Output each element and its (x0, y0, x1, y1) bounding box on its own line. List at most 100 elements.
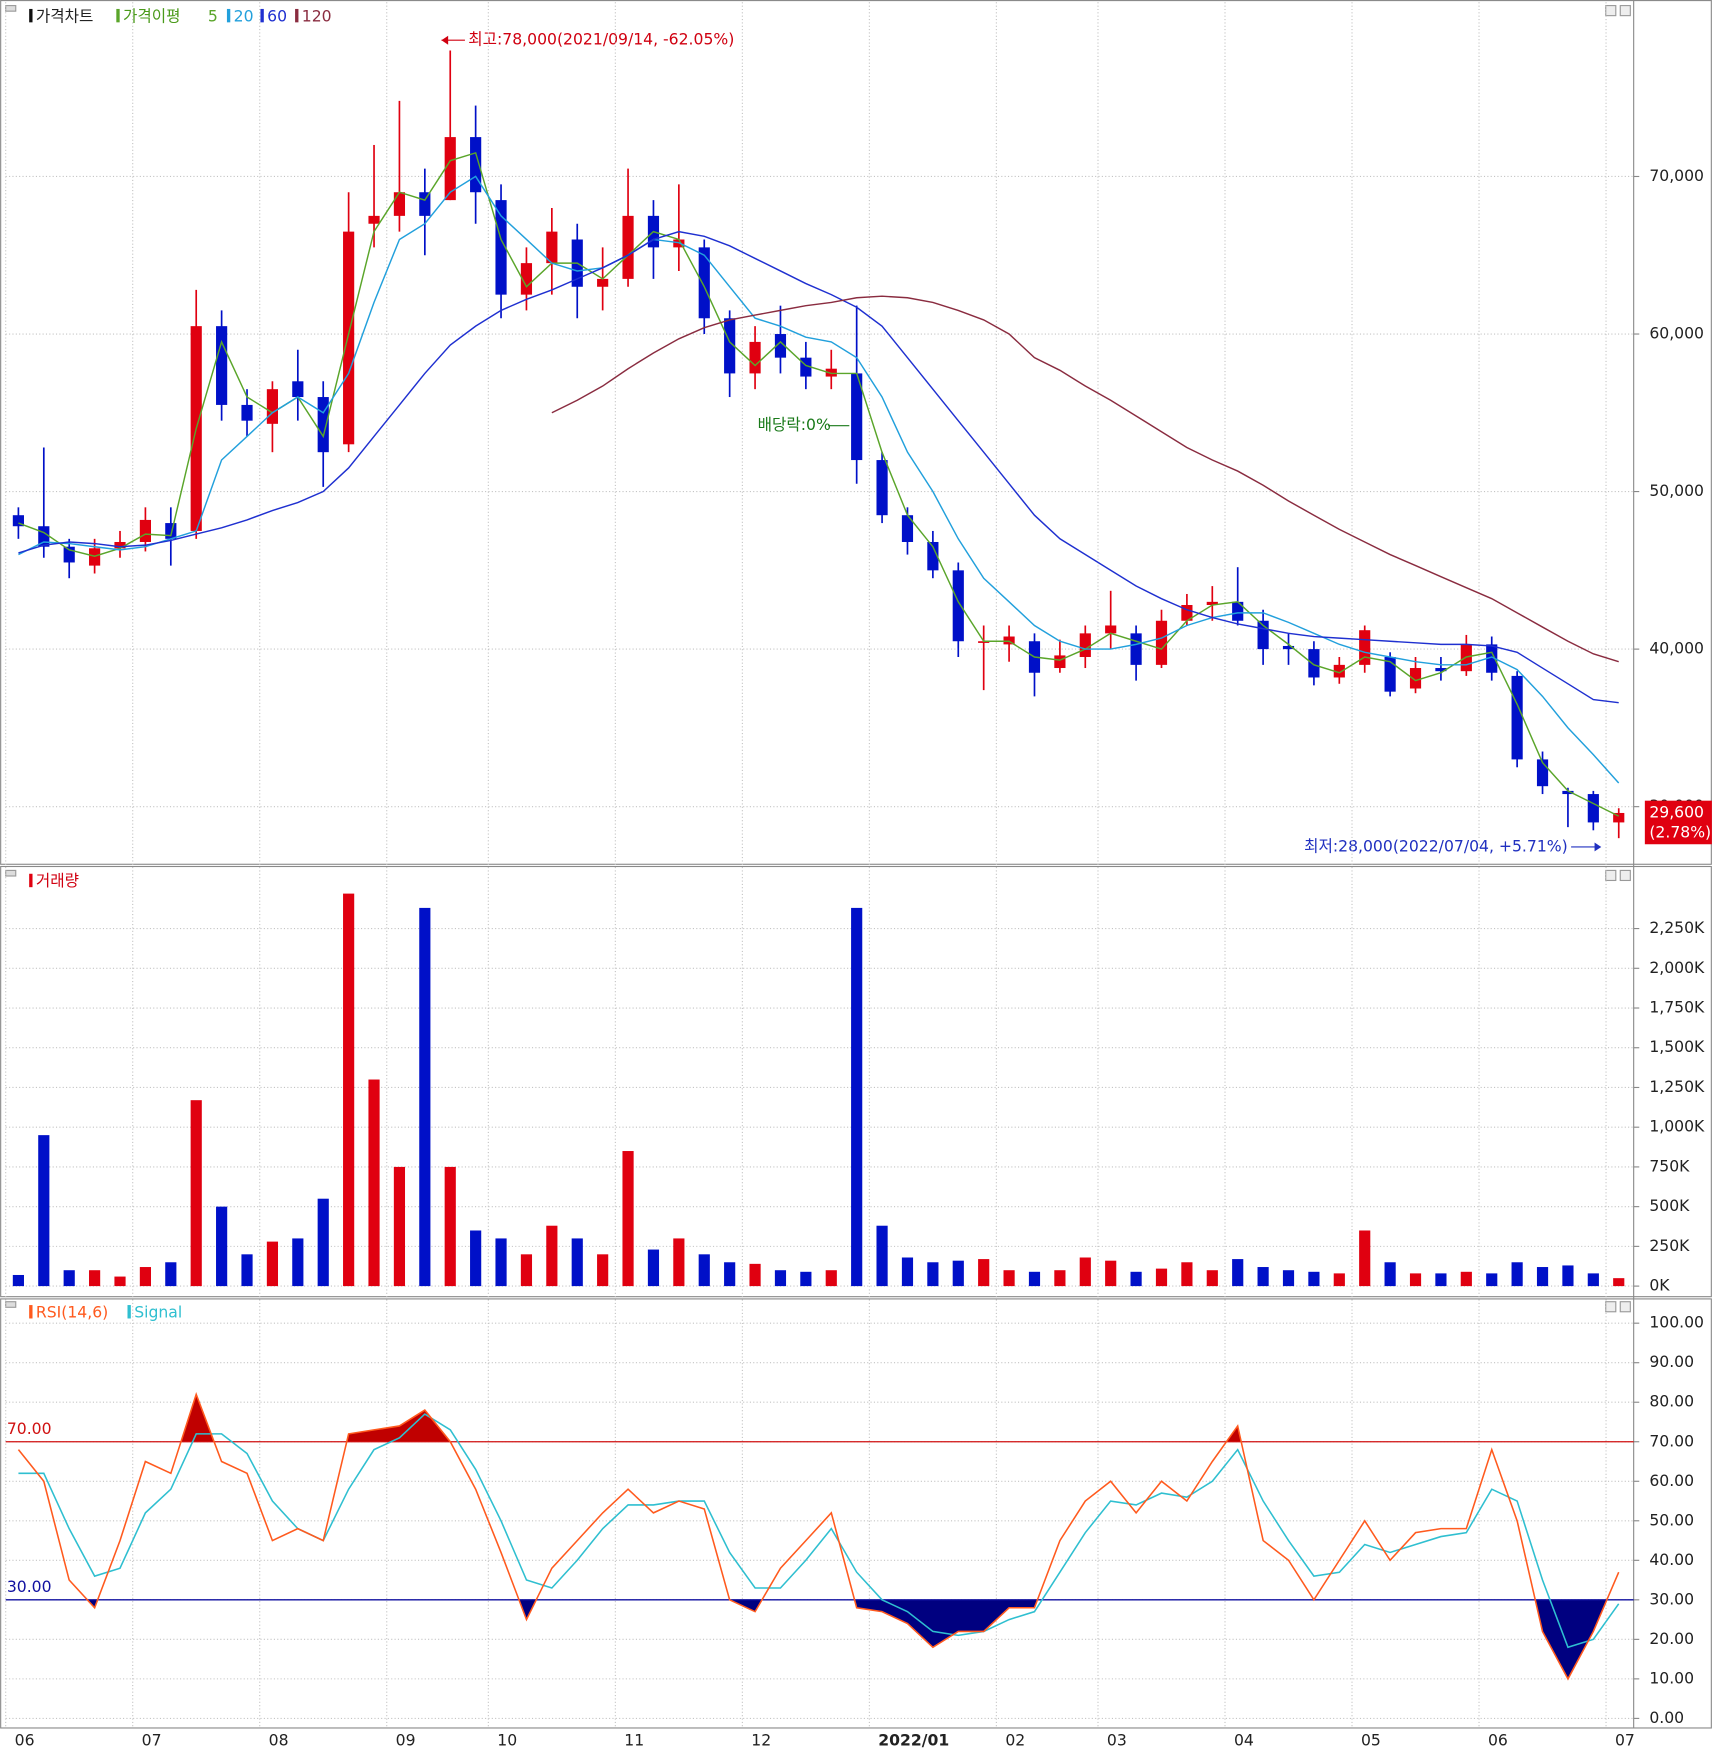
y-tick-label: 750K (1649, 1156, 1690, 1175)
candle-body (876, 460, 888, 516)
y-tick-label: 0.00 (1649, 1708, 1684, 1727)
candles (12, 50, 1625, 839)
candle-body (1206, 601, 1218, 606)
volume-bar (647, 1249, 660, 1287)
volume-bar (1333, 1273, 1345, 1287)
volume-bar (1587, 1273, 1599, 1287)
x-tick-label: 09 (396, 1730, 416, 1749)
volume-bar (1181, 1262, 1193, 1287)
candle-body (1003, 636, 1015, 645)
overbought-fill (18, 1394, 1619, 1442)
volume-bar (114, 1276, 126, 1287)
ma-line (551, 295, 1619, 663)
y-tick-label: 70.00 (1649, 1431, 1694, 1450)
x-tick-label: 06 (1488, 1730, 1508, 1749)
volume-bar (1155, 1268, 1168, 1287)
annotation-arrowhead (441, 35, 449, 45)
volume-bar (901, 1257, 914, 1287)
candle-body (1308, 649, 1320, 678)
volume-bar (927, 1262, 939, 1287)
candle-body (520, 263, 533, 295)
candle-body (1359, 630, 1371, 665)
volume-bar (1257, 1267, 1269, 1287)
y-tick-label: 40.00 (1649, 1550, 1694, 1569)
candle-body (1333, 664, 1345, 678)
legend-marker (29, 873, 33, 888)
rsi-panel (0, 1298, 1712, 1729)
close-button[interactable] (1619, 869, 1631, 882)
panel-handle (5, 869, 17, 877)
volume-bar (343, 893, 355, 1287)
candle-body (1409, 668, 1422, 689)
candle-body (165, 523, 177, 539)
volume-bar (495, 1238, 507, 1287)
candle-body (698, 247, 710, 319)
candle-body (774, 334, 787, 358)
legend-marker (295, 8, 299, 23)
candle-body (1435, 668, 1447, 672)
candle-body (851, 373, 863, 461)
volume-bar (1028, 1271, 1041, 1287)
volume-bars (12, 893, 1625, 1287)
rsi-line (18, 1413, 1620, 1649)
volume-bar (470, 1230, 482, 1287)
volume-bar (216, 1206, 228, 1287)
x-tick-label: 10 (497, 1730, 517, 1749)
volume-bar (1105, 1260, 1117, 1287)
high-annotation: 최고:78,000(2021/09/14, -62.05%) (468, 30, 734, 49)
low-annotation: 최저:28,000(2022/07/04, +5.71%) (1304, 836, 1568, 855)
y-tick-label: 250K (1649, 1236, 1690, 1255)
volume-bar (1511, 1262, 1523, 1287)
volume-bar (165, 1262, 177, 1287)
candle-body (292, 381, 304, 398)
volume-bar (1384, 1262, 1396, 1287)
candle-body (1511, 675, 1523, 760)
volume-bar (1130, 1271, 1142, 1287)
minimize-button[interactable] (1605, 5, 1617, 17)
volume-bar (89, 1270, 101, 1287)
candle-body (800, 357, 812, 377)
candle-body (1384, 656, 1396, 692)
legend-title: 가격차트 (36, 6, 93, 25)
x-tick-label: 2022/01 (878, 1730, 949, 1749)
y-tick-label: 1,750K (1649, 998, 1705, 1017)
volume-bar (266, 1241, 279, 1287)
minimize-button[interactable] (1605, 869, 1617, 882)
ma-line (18, 230, 1619, 704)
candle-body (1232, 601, 1244, 621)
candle-body (1536, 759, 1549, 787)
volume-bar (1460, 1271, 1472, 1287)
candle-body (1155, 620, 1168, 665)
x-tick-label: 07 (142, 1730, 162, 1749)
y-tick-label: 40,000 (1649, 639, 1704, 658)
close-button[interactable] (1619, 5, 1631, 17)
candle-body (495, 200, 507, 295)
candle-body (622, 215, 634, 279)
y-tick-label: 2,250K (1649, 918, 1705, 937)
volume-bar (1435, 1273, 1447, 1287)
close-button[interactable] (1619, 1301, 1631, 1313)
price-panel (0, 0, 1712, 865)
volume-bar (12, 1274, 24, 1287)
candle-body (241, 404, 253, 421)
y-tick-label: 10.00 (1649, 1668, 1694, 1687)
minimize-button[interactable] (1605, 1301, 1617, 1313)
annotations: 최고:78,000(2021/09/14, -62.05%) 배당락:0% 최저… (441, 30, 1602, 855)
candle-body (952, 570, 964, 642)
y-tick-label: 50.00 (1649, 1510, 1694, 1529)
x-tick-label: 06 (15, 1730, 35, 1749)
candle-body (1613, 812, 1625, 823)
volume-bar (190, 1100, 202, 1287)
legend-entry: RSI(14,6) (36, 1302, 108, 1321)
volume-bar (1054, 1270, 1066, 1287)
candle-body (63, 546, 75, 563)
volume-bar (317, 1198, 329, 1287)
candle-body (317, 397, 329, 453)
y-tick-label: 70,000 (1649, 166, 1704, 185)
volume-bar (1486, 1273, 1498, 1287)
volume-bar (1282, 1270, 1295, 1287)
x-tick-label: 02 (1005, 1730, 1025, 1749)
x-tick-label: 04 (1234, 1730, 1254, 1749)
y-tick-label: 80.00 (1649, 1392, 1694, 1411)
